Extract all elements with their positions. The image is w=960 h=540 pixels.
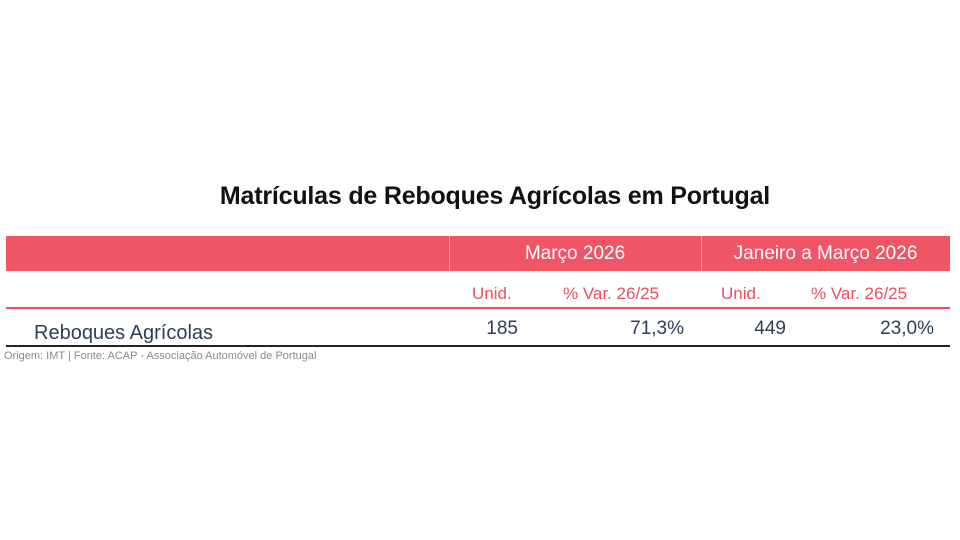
subheader-units-ytd: Unid. [721,284,761,303]
group-header-month: Março 2026 [524,243,626,264]
table-title: Matrículas de Reboques Agrícolas em Port… [219,182,771,210]
row-label: Reboques Agrícolas [34,322,214,344]
subheader-variation-ytd: % Var. 26/25 [811,284,908,303]
header-rule [6,307,950,309]
bottom-rule [6,345,950,347]
subheader-variation-month: % Var. 26/25 [563,284,660,303]
cell-variation-ytd: 23,0% [880,318,934,339]
header-divider [701,236,702,271]
subheader-units-month: Unid. [472,284,512,303]
cell-units-month: 185 [486,318,518,339]
source-footnote: Origem: IMT | Fonte: ACAP - Associação A… [4,350,317,362]
table-header-band [6,236,950,271]
group-header-ytd: Janeiro a Março 2026 [733,243,918,264]
cell-variation-month: 71,3% [630,318,684,339]
header-divider [449,236,450,271]
cell-units-ytd: 449 [754,318,786,339]
